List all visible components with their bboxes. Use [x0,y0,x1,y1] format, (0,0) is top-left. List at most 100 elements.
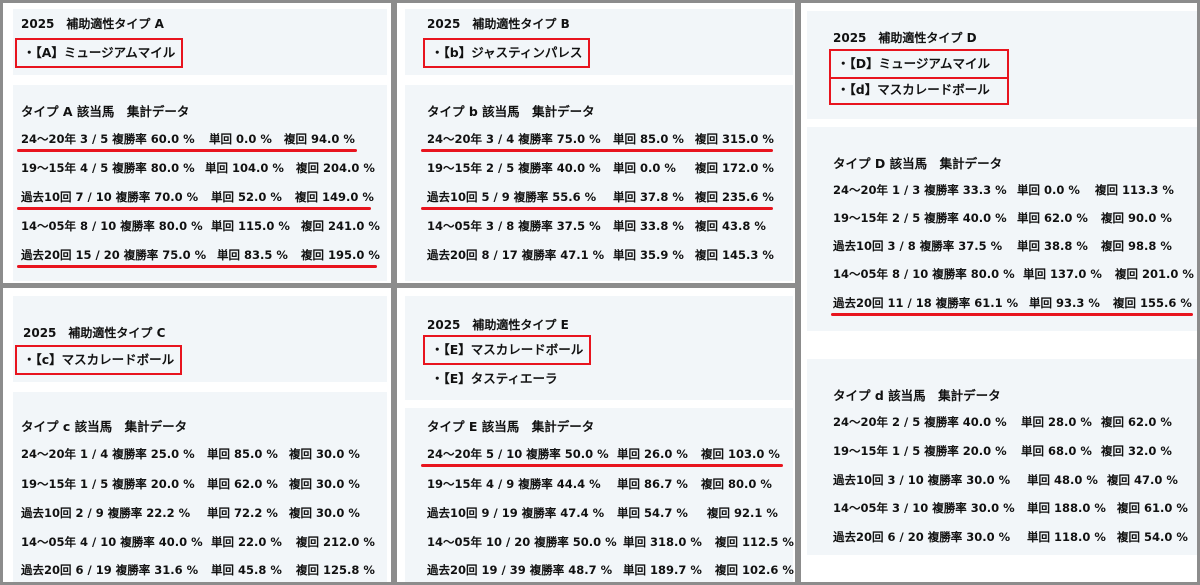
stats-row: 19～15年 1 / 5 複勝率 20.0 % 単回 68.0 % 複回 32.… [833,443,1193,463]
stat-fukusho: 複回 47.0 % [1107,473,1178,487]
stats-box [405,85,793,281]
stat-tansho: 単回 72.2 % [207,506,278,520]
stats-row: 24～20年 3 / 5 複勝率 60.0 % 単回 0.0 % 複回 94.0… [21,131,381,151]
horse-label: ・【d】マスカレードボール [829,77,1009,105]
stat-fukusho: 複回 315.0 % [695,132,774,146]
stats-row: 19～15年 2 / 5 複勝率 40.0 % 単回 0.0 % 複回 172.… [427,160,787,180]
stat-tansho: 単回 86.7 % [617,477,688,491]
stats-row: 過去10回 3 / 10 複勝率 30.0 % 単回 48.0 % 複回 47.… [833,472,1193,492]
stat-fukusho: 複回 54.0 % [1117,530,1188,544]
stat-period: 過去20回 6 / 20 複勝率 30.0 % [833,530,1011,544]
stat-tansho: 単回 0.0 % [613,161,676,175]
panel-title: 2025 補助適性タイプ B [427,17,570,31]
stat-fukusho: 複回 149.0 % [295,190,374,204]
stat-fukusho: 複回 172.0 % [695,161,774,175]
stats-row: 過去20回 8 / 17 複勝率 47.1 % 単回 35.9 % 複回 145… [427,247,787,267]
stat-fukusho: 複回 212.0 % [296,535,375,549]
stat-period: 24～20年 3 / 4 複勝率 75.0 % [427,132,601,146]
stat-fukusho: 複回 90.0 % [1101,211,1172,225]
stats-box [405,408,793,582]
stats-row: 過去10回 7 / 10 複勝率 70.0 % 単回 52.0 % 複回 149… [21,189,381,209]
stats-row: 過去20回 11 / 18 複勝率 61.1 % 単回 93.3 % 複回 15… [833,295,1193,315]
stat-fukusho: 複回 43.8 % [695,219,766,233]
stats-row: 14～05年 8 / 10 複勝率 80.0 % 単回 137.0 % 複回 2… [833,266,1194,286]
stats-row: 過去10回 9 / 19 複勝率 47.4 % 単回 54.7 % 複回 92.… [427,505,787,525]
stat-tansho: 単回 62.0 % [207,477,278,491]
stat-fukusho: 複回 201.0 % [1115,267,1194,281]
stat-fukusho: 複回 204.0 % [296,161,375,175]
stat-tansho: 単回 37.8 % [613,190,684,204]
stat-period: 過去10回 2 / 9 複勝率 22.2 % [21,506,191,520]
red-underline [421,207,773,210]
stat-tansho: 単回 188.0 % [1027,501,1106,515]
stats-row: 過去20回 19 / 39 複勝率 48.7 % 単回 189.7 % 複回 1… [427,562,794,582]
stat-tansho: 単回 33.8 % [613,219,684,233]
panel-type-d: 2025 補助適性タイプ D ・【D】ミュージアムマイル ・【d】マスカレードボ… [798,0,1200,585]
stat-fukusho: 複回 102.6 % [715,563,794,577]
stat-tansho: 単回 26.0 % [617,447,688,461]
stat-period: 24～20年 5 / 10 複勝率 50.0 % [427,447,609,461]
stat-tansho: 単回 85.0 % [613,132,684,146]
section-heading: タイプ D 該当馬 集計データ [833,156,1003,171]
panel-title: 2025 補助適性タイプ D [833,31,977,45]
stats-row: 14～05年 3 / 10 複勝率 30.0 % 単回 188.0 % 複回 6… [833,500,1193,520]
stat-period: 24～20年 3 / 5 複勝率 60.0 % [21,132,195,146]
stat-tansho: 単回 189.7 % [623,563,702,577]
stat-fukusho: 複回 195.0 % [301,248,380,262]
stat-fukusho: 複回 94.0 % [284,132,355,146]
stat-period: 14～05年 3 / 8 複勝率 37.5 % [427,219,601,233]
stats-row: 過去10回 2 / 9 複勝率 22.2 % 単回 72.2 % 複回 30.0… [21,505,381,525]
stat-period: 19～15年 4 / 9 複勝率 44.4 % [427,477,601,491]
stat-fukusho: 複回 145.3 % [695,248,774,262]
stat-tansho: 単回 62.0 % [1017,211,1088,225]
section-heading: タイプ A 該当馬 集計データ [21,104,190,119]
stat-tansho: 単回 38.8 % [1017,239,1088,253]
stat-tansho: 単回 137.0 % [1023,267,1102,281]
header-box [13,296,387,382]
stat-period: 過去20回 11 / 18 複勝率 61.1 % [833,296,1019,310]
red-underline [17,265,377,268]
panel-type-c: 2025 補助適性タイプ C ・【c】マスカレードボール タイプ c 該当馬 集… [0,285,394,585]
panel-title: 2025 補助適性タイプ E [427,318,569,332]
stats-row: 24～20年 1 / 3 複勝率 33.3 % 単回 0.0 % 複回 113.… [833,182,1193,202]
header-box [13,9,387,75]
stat-period: 19～15年 2 / 5 複勝率 40.0 % [427,161,601,175]
stat-period: 19～15年 2 / 5 複勝率 40.0 % [833,211,1007,225]
panel-title: 2025 補助適性タイプ C [23,326,166,340]
stats-row: 19～15年 1 / 5 複勝率 20.0 % 単回 62.0 % 複回 30.… [21,476,381,496]
stats-row: 24～20年 5 / 10 複勝率 50.0 % 単回 26.0 % 複回 10… [427,446,787,466]
stat-period: 過去10回 3 / 8 複勝率 37.5 % [833,239,1003,253]
stat-tansho: 単回 318.0 % [623,535,702,549]
stat-tansho: 単回 68.0 % [1021,444,1092,458]
stats-row: 14～05年 3 / 8 複勝率 37.5 % 単回 33.8 % 複回 43.… [427,218,787,238]
stat-fukusho: 複回 30.0 % [289,447,360,461]
stats-row: 過去20回 6 / 19 複勝率 31.6 % 単回 45.8 % 複回 125… [21,562,381,582]
stat-tansho: 単回 35.9 % [613,248,684,262]
stats-box [807,127,1197,331]
stat-period: 24～20年 1 / 3 複勝率 33.3 % [833,183,1007,197]
horse-label: ・【c】マスカレードボール [15,345,183,375]
stat-tansho: 単回 118.0 % [1027,530,1106,544]
stat-tansho: 単回 115.0 % [211,219,290,233]
section-heading: タイプ b 該当馬 集計データ [427,104,595,119]
stats-box [13,85,387,281]
stat-period: 過去10回 7 / 10 複勝率 70.0 % [21,190,199,204]
stat-fukusho: 複回 92.1 % [707,506,778,520]
stat-tansho: 単回 93.3 % [1029,296,1100,310]
stat-period: 19～15年 1 / 5 複勝率 20.0 % [833,444,1007,458]
red-underline [831,313,1193,316]
horse-label: ・【E】タスティエーラ [431,371,558,386]
stats-row: 過去10回 3 / 8 複勝率 37.5 % 単回 38.8 % 複回 98.8… [833,238,1193,258]
stat-fukusho: 複回 32.0 % [1101,444,1172,458]
stats-row: 24～20年 1 / 4 複勝率 25.0 % 単回 85.0 % 複回 30.… [21,446,381,466]
stat-period: 14～05年 8 / 10 複勝率 80.0 % [833,267,1015,281]
stat-tansho: 単回 104.0 % [205,161,284,175]
stats-row: 24～20年 2 / 5 複勝率 40.0 % 単回 28.0 % 複回 62.… [833,414,1193,434]
red-underline [421,464,783,467]
stat-fukusho: 複回 241.0 % [301,219,380,233]
section-heading: タイプ c 該当馬 集計データ [21,419,188,434]
stats-row: 14～05年 10 / 20 複勝率 50.0 % 単回 318.0 % 複回 … [427,534,794,554]
red-underline [17,149,357,152]
stats-row: 19～15年 4 / 9 複勝率 44.4 % 単回 86.7 % 複回 80.… [427,476,787,496]
stat-period: 14～05年 10 / 20 複勝率 50.0 % [427,535,617,549]
